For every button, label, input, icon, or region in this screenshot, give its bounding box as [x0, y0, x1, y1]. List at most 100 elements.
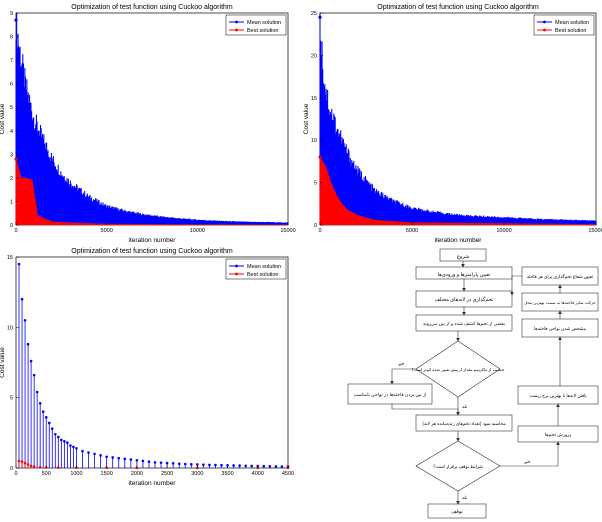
- series-point: [26, 342, 30, 346]
- series-point: [41, 410, 45, 414]
- flow-node-kill-label: از بین بردن فاخته‌ها در نواحی نامناسب: [354, 392, 427, 398]
- series-point: [32, 373, 36, 377]
- series-point: [153, 461, 157, 464]
- series-point: [274, 465, 278, 468]
- y-tick-label: 8: [10, 35, 13, 41]
- series-point: [47, 421, 51, 425]
- flow-node-raise-label: پرورش تخم‌ها: [545, 432, 572, 438]
- legend-marker: [543, 28, 546, 32]
- flow-label-no: خیر: [397, 361, 405, 366]
- y-tick-label: 5: [10, 396, 13, 402]
- flow-decision-population-label: جمعیت از ماکزیمم مقدار از پیش تعیین شده …: [412, 367, 505, 372]
- x-tick-label: 2000: [131, 471, 143, 477]
- series-marker: [14, 157, 18, 161]
- x-tick-label: 15000: [588, 228, 602, 234]
- y-tick-label: 25: [311, 11, 317, 17]
- series-point: [141, 459, 145, 463]
- flowchart: شروع تعیین پارامترها و ورودی‌ها تخم‌گذار…: [347, 248, 599, 519]
- y-axis-label: Cost value: [0, 103, 6, 134]
- series-point: [183, 462, 187, 466]
- legend-marker: [235, 272, 238, 276]
- x-axis-label: iteration number: [129, 237, 177, 244]
- series-point: [111, 456, 115, 459]
- y-axis-label: Cost value: [0, 347, 6, 378]
- x-tick-label: 2500: [161, 471, 173, 477]
- series-point: [171, 462, 175, 465]
- series-point: [60, 438, 63, 442]
- series-point: [99, 454, 102, 457]
- flow-node-detected-label: بعضی از تخم‌ها کشف شده و از بین می‌روند: [423, 321, 505, 327]
- y-tick-label: 2: [10, 176, 13, 182]
- series-point: [75, 447, 78, 450]
- chart-title: Optimization of test function using Cuck…: [71, 4, 233, 11]
- x-tick-label: 4000: [252, 471, 264, 477]
- series-marker: [318, 155, 322, 159]
- x-tick-label: 5000: [406, 228, 418, 234]
- chart-title: Optimization of test function using Cuck…: [377, 4, 539, 11]
- series-point: [44, 416, 48, 419]
- flow-edge: [510, 275, 522, 296]
- x-axis-label: iteration number: [129, 480, 177, 487]
- series-point: [63, 439, 66, 443]
- legend-label: Mean solution: [247, 20, 281, 26]
- flow-node-regions-label: مشخص شدن نواحی فاخته‌ها: [534, 326, 586, 331]
- series-point: [29, 359, 33, 363]
- series-point: [214, 463, 217, 467]
- x-tick-label: 15000: [280, 228, 295, 234]
- series-point: [117, 456, 121, 460]
- series-point: [262, 464, 266, 468]
- series-point: [69, 444, 72, 447]
- x-tick-label: 3000: [191, 471, 203, 477]
- series-point: [57, 466, 60, 469]
- series-point: [38, 465, 42, 469]
- series-point: [20, 297, 24, 301]
- series-point: [38, 401, 42, 405]
- chart-panel-3: Optimization of test function using Cuck…: [0, 248, 294, 487]
- y-tick-label: 0: [10, 223, 13, 229]
- legend-label: Best solution: [247, 272, 279, 278]
- legend-marker: [235, 264, 238, 268]
- legend-label: Mean solution: [555, 20, 589, 26]
- flow-node-params-label: تعیین پارامترها و ورودی‌ها: [438, 272, 491, 278]
- flow-decision-stop-label: شرایط توقف برقرار است؟: [433, 464, 483, 469]
- flow-label-yes: بله: [462, 404, 467, 409]
- x-tick-label: 0: [318, 228, 321, 234]
- series-point: [50, 427, 54, 430]
- series-point: [177, 462, 181, 466]
- y-tick-label: 20: [311, 53, 317, 59]
- series-point: [53, 432, 57, 436]
- y-tick-label: 3: [10, 152, 13, 158]
- series-marker: [14, 18, 18, 22]
- series-point: [232, 464, 235, 467]
- series-point: [17, 262, 21, 266]
- y-tick-label: 10: [311, 138, 317, 144]
- y-tick-label: 10: [7, 325, 13, 331]
- series-point: [280, 465, 284, 468]
- y-tick-label: 6: [10, 82, 13, 88]
- series-point: [220, 463, 223, 467]
- legend-label: Best solution: [247, 28, 279, 34]
- y-tick-label: 0: [314, 223, 317, 229]
- legend-label: Mean solution: [247, 264, 281, 270]
- y-tick-label: 15: [7, 255, 13, 261]
- series-point: [17, 459, 21, 463]
- legend-label: Best solution: [555, 28, 587, 34]
- y-tick-label: 0: [10, 466, 13, 472]
- x-tick-label: 10000: [496, 228, 511, 234]
- series-point: [268, 465, 272, 468]
- series-point: [208, 463, 211, 467]
- flow-node-profit-label: محاسبه سود (تعداد تخم‌های زنده‌مانده هر …: [422, 421, 505, 426]
- flow-node-end-label: توقف: [451, 509, 463, 515]
- flow-label-no: خیر: [523, 459, 531, 464]
- series-point: [35, 390, 39, 394]
- legend-marker: [543, 20, 546, 24]
- y-tick-label: 5: [10, 105, 13, 111]
- series-point: [159, 461, 163, 464]
- series-point: [202, 463, 205, 466]
- chart-title: Optimization of test function using Cuck…: [71, 248, 233, 255]
- series-point: [105, 455, 108, 459]
- series-point: [196, 463, 199, 466]
- x-tick-label: 1000: [70, 471, 82, 477]
- series-point: [23, 319, 27, 322]
- series-point: [93, 452, 96, 456]
